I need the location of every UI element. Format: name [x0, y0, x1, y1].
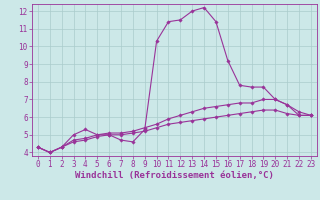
X-axis label: Windchill (Refroidissement éolien,°C): Windchill (Refroidissement éolien,°C)	[75, 171, 274, 180]
